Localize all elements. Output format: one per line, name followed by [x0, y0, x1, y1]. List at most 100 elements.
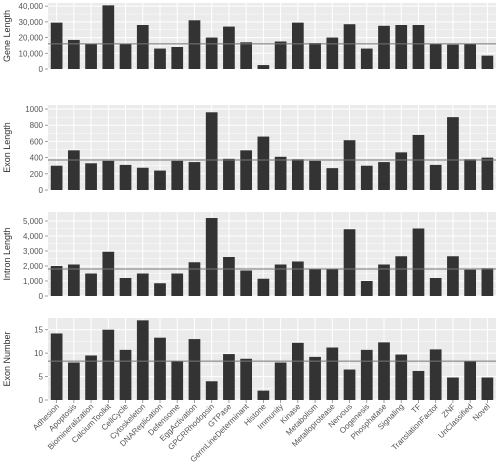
bar-CalciumToolkit	[102, 251, 115, 296]
bar-ZNF	[447, 377, 459, 400]
bar-Biomineralization	[85, 43, 97, 69]
y-tick-label: 20,000	[19, 34, 44, 43]
x-tick-label: Novel	[471, 402, 492, 423]
bar-Metalloprotease	[326, 37, 339, 69]
bar-Nervous	[343, 140, 356, 190]
y-tick-label: 10,000	[19, 49, 44, 58]
bar-Metabolism	[309, 160, 321, 190]
bar-Immunity	[274, 362, 287, 400]
bar-EggActivation	[188, 339, 201, 400]
y-axis-label: Intron Length	[2, 227, 12, 280]
bar-Phosphatase	[378, 25, 390, 70]
bar-TF	[412, 134, 425, 190]
y-tick-label: 4,000	[23, 232, 44, 241]
y-tick-label: 30,000	[19, 18, 44, 27]
bar-Kinase	[291, 342, 304, 400]
bar-DNAReplication	[154, 337, 166, 400]
bar-TranslationFactor	[429, 278, 442, 296]
bar-Apoptosis	[67, 39, 80, 69]
bar-CalciumToolkit	[102, 5, 115, 69]
bar-GermLineDeterminant	[240, 358, 253, 400]
bar-Phosphatase	[378, 162, 390, 190]
bar-Defensome	[171, 361, 184, 400]
bar-Histone	[257, 390, 270, 400]
y-tick-label: 2,000	[23, 262, 44, 271]
bar-CellCycle	[119, 349, 132, 400]
bar-CalciumToolkit	[102, 160, 115, 190]
bar-Novel	[481, 55, 494, 69]
bar-GTPase	[223, 158, 235, 190]
bar-Kinase	[291, 261, 304, 296]
bar-Novel	[481, 157, 494, 190]
y-tick-label: 600	[30, 137, 44, 146]
bar-Oogenesis	[360, 165, 373, 190]
bar-GermLineDeterminant	[240, 42, 253, 69]
bar-UnClassified	[464, 361, 477, 400]
bar-CellCycle	[119, 278, 132, 296]
bar-Biomineralization	[85, 163, 97, 190]
bar-ZNF	[447, 44, 459, 69]
y-axis-label: Exon Length	[2, 122, 12, 173]
bar-CellCycle	[119, 164, 132, 190]
bar-Immunity	[274, 156, 287, 190]
bar-Oogenesis	[360, 281, 373, 296]
bar-Cytoskeleton	[136, 320, 149, 400]
bar-Phosphatase	[378, 342, 390, 400]
bar-Novel	[481, 268, 494, 296]
bar-Adhesion	[50, 333, 63, 400]
bar-TF	[412, 25, 425, 69]
bar-UnClassified	[464, 159, 477, 190]
y-tick-label: 0	[39, 396, 44, 405]
bar-Cytoskeleton	[136, 25, 149, 69]
bar-TranslationFactor	[429, 349, 442, 400]
y-tick-label: 0	[39, 65, 44, 74]
panel-background-0	[48, 3, 496, 69]
bar-Defensome	[171, 47, 184, 69]
bar-TF	[412, 228, 425, 296]
bar-GPCRRhodopsin	[205, 112, 218, 190]
bar-GPCRRhodopsin	[205, 37, 218, 69]
bar-Adhesion	[50, 165, 63, 190]
bar-Metalloprotease	[326, 347, 339, 400]
bar-Nervous	[343, 369, 356, 400]
y-axis-label: Gene Length	[2, 10, 12, 62]
bar-DNAReplication	[154, 283, 166, 296]
y-tick-label: 400	[30, 154, 44, 163]
y-tick-label: 1000	[25, 105, 43, 114]
bar-Signaling	[395, 256, 408, 296]
bar-TranslationFactor	[429, 164, 442, 190]
bar-Histone	[257, 65, 270, 69]
bar-GPCRRhodopsin	[205, 381, 218, 400]
bar-EggActivation	[188, 162, 201, 190]
bar-Immunity	[274, 41, 287, 69]
bar-TF	[412, 370, 425, 400]
bar-Oogenesis	[360, 349, 373, 400]
bar-Kinase	[291, 159, 304, 190]
bar-Novel	[481, 377, 494, 400]
bar-Apoptosis	[67, 150, 80, 190]
bar-Adhesion	[50, 266, 63, 296]
panel-background-3	[48, 318, 496, 400]
bar-TranslationFactor	[429, 43, 442, 69]
bar-GPCRRhodopsin	[205, 218, 218, 296]
y-tick-label: 15	[34, 326, 43, 335]
bar-Metabolism	[309, 356, 321, 400]
y-tick-label: 1,000	[23, 277, 44, 286]
bar-Biomineralization	[85, 273, 97, 296]
y-tick-label: 800	[30, 121, 44, 130]
bar-CellCycle	[119, 43, 132, 69]
bar-Signaling	[395, 152, 408, 190]
bar-Apoptosis	[67, 362, 80, 400]
y-tick-label: 0	[39, 186, 44, 195]
bar-GermLineDeterminant	[240, 270, 253, 296]
y-axis-label: Exon Number	[2, 331, 12, 386]
bar-DNAReplication	[154, 48, 166, 69]
bar-CalciumToolkit	[102, 329, 115, 400]
bar-Cytoskeleton	[136, 167, 149, 190]
y-tick-label: 0	[39, 292, 44, 301]
bar-GTPase	[223, 257, 235, 296]
bar-Signaling	[395, 25, 408, 69]
bar-Metabolism	[309, 43, 321, 69]
bar-GTPase	[223, 354, 235, 400]
bar-Nervous	[343, 24, 356, 69]
